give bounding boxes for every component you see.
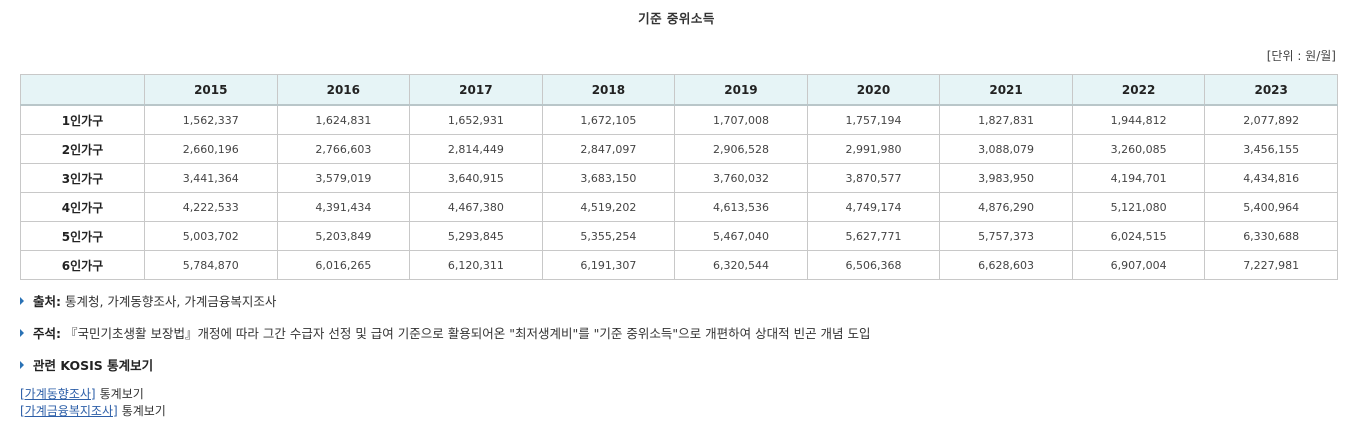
income-value-cell: 5,355,254	[541, 221, 676, 251]
related-stats-heading: 관련 KOSIS 통계보기	[20, 355, 153, 374]
household-size-label: 3인가구	[20, 163, 145, 193]
income-value-cell: 1,562,337	[144, 104, 278, 135]
source-text: 통계청, 가계동향조사, 가계금융복지조사	[61, 294, 277, 309]
related-link-row: [가계동향조사] 통계보기	[20, 385, 166, 402]
income-value-cell: 3,456,155	[1204, 134, 1338, 164]
household-size-label: 5인가구	[20, 221, 145, 251]
finance-welfare-survey-link[interactable]: [가계금융복지조사]	[20, 404, 118, 418]
income-value-cell: 2,814,449	[409, 134, 543, 164]
related-links: [가계동향조사] 통계보기 [가계금융복지조사] 통계보기	[20, 385, 166, 419]
income-value-cell: 5,467,040	[674, 221, 808, 251]
table-row: 1인가구 1,562,337 1,624,831 1,652,931 1,672,105…	[20, 104, 1338, 135]
income-value-cell: 5,293,845	[409, 221, 543, 251]
year-header: 2018	[541, 74, 676, 106]
income-value-cell: 3,870,577	[806, 163, 941, 193]
income-value-cell: 7,227,981	[1204, 250, 1338, 280]
remark-label: 주석:	[33, 326, 61, 341]
income-value-cell: 6,330,688	[1204, 221, 1338, 251]
household-size-label: 1인가구	[20, 104, 145, 135]
year-header: 2016	[276, 74, 411, 106]
income-value-cell: 3,683,150	[541, 163, 676, 193]
income-value-cell: 3,441,364	[144, 163, 278, 193]
bullet-icon	[20, 329, 24, 337]
year-header: 2022	[1071, 74, 1206, 106]
related-link-row: [가계금융복지조사] 통계보기	[20, 402, 166, 419]
income-value-cell: 1,944,812	[1071, 104, 1206, 135]
income-value-cell: 1,757,194	[806, 104, 941, 135]
income-value-cell: 5,203,849	[276, 221, 411, 251]
income-value-cell: 3,640,915	[409, 163, 543, 193]
source-label: 출처:	[33, 294, 61, 309]
income-value-cell: 3,983,950	[939, 163, 1073, 193]
income-value-cell: 5,003,702	[144, 221, 278, 251]
year-header: 2019	[674, 74, 808, 106]
median-income-table: 2015 2016 2017 2018 2019 2020 2021 2022 …	[20, 74, 1338, 280]
household-size-label: 4인가구	[20, 192, 145, 222]
remark-text: 『국민기초생활 보장법』개정에 따라 그간 수급자 선정 및 급여 기준으로 활…	[61, 326, 871, 341]
income-value-cell: 3,088,079	[939, 134, 1073, 164]
income-value-cell: 4,391,434	[276, 192, 411, 222]
income-value-cell: 2,906,528	[674, 134, 808, 164]
income-value-cell: 1,624,831	[276, 104, 411, 135]
income-value-cell: 1,707,008	[674, 104, 808, 135]
year-header: 2020	[806, 74, 941, 106]
income-value-cell: 1,652,931	[409, 104, 543, 135]
income-value-cell: 6,506,368	[806, 250, 941, 280]
income-value-cell: 4,613,536	[674, 192, 808, 222]
income-value-cell: 3,579,019	[276, 163, 411, 193]
income-value-cell: 4,434,816	[1204, 163, 1338, 193]
income-value-cell: 4,749,174	[806, 192, 941, 222]
table-row: 4인가구 4,222,533 4,391,434 4,467,380 4,519,202…	[20, 192, 1338, 222]
income-value-cell: 6,907,004	[1071, 250, 1206, 280]
table-row: 2인가구 2,660,196 2,766,603 2,814,449 2,847,097…	[20, 134, 1338, 164]
table-row: 6인가구 5,784,870 6,016,265 6,120,311 6,191,307…	[20, 250, 1338, 280]
income-value-cell: 3,760,032	[674, 163, 808, 193]
income-value-cell: 4,876,290	[939, 192, 1073, 222]
remark-note: 주석: 『국민기초생활 보장법』개정에 따라 그간 수급자 선정 및 급여 기준…	[20, 323, 871, 342]
income-value-cell: 5,757,373	[939, 221, 1073, 251]
link-suffix: 통계보기	[99, 387, 144, 401]
income-value-cell: 4,222,533	[144, 192, 278, 222]
source-note: 출처: 통계청, 가계동향조사, 가계금융복지조사	[20, 291, 276, 310]
income-value-cell: 1,672,105	[541, 104, 676, 135]
household-size-label: 6인가구	[20, 250, 145, 280]
page-title: 기준 중위소득	[638, 11, 715, 26]
bullet-icon	[20, 361, 24, 369]
year-header: 2021	[939, 74, 1073, 106]
year-header: 2015	[144, 74, 278, 106]
income-value-cell: 2,077,892	[1204, 104, 1338, 135]
header-corner-cell	[20, 74, 145, 106]
household-size-label: 2인가구	[20, 134, 145, 164]
income-value-cell: 5,121,080	[1071, 192, 1206, 222]
income-value-cell: 6,628,603	[939, 250, 1073, 280]
link-suffix: 통계보기	[121, 404, 166, 418]
income-value-cell: 2,660,196	[144, 134, 278, 164]
income-value-cell: 6,120,311	[409, 250, 543, 280]
income-value-cell: 6,191,307	[541, 250, 676, 280]
income-value-cell: 2,991,980	[806, 134, 941, 164]
income-value-cell: 4,194,701	[1071, 163, 1206, 193]
income-value-cell: 3,260,085	[1071, 134, 1206, 164]
table-row: 3인가구 3,441,364 3,579,019 3,640,915 3,683,150…	[20, 163, 1338, 193]
income-value-cell: 2,847,097	[541, 134, 676, 164]
income-value-cell: 5,627,771	[806, 221, 941, 251]
income-value-cell: 4,519,202	[541, 192, 676, 222]
bullet-icon	[20, 297, 24, 305]
income-value-cell: 5,400,964	[1204, 192, 1338, 222]
income-value-cell: 6,024,515	[1071, 221, 1206, 251]
income-value-cell: 2,766,603	[276, 134, 411, 164]
unit-label: [단위 : 원/월]	[1266, 49, 1336, 63]
income-value-cell: 6,016,265	[276, 250, 411, 280]
income-value-cell: 4,467,380	[409, 192, 543, 222]
year-header: 2023	[1204, 74, 1338, 106]
table-header-row: 2015 2016 2017 2018 2019 2020 2021 2022 …	[20, 74, 1338, 106]
related-label: 관련 KOSIS 통계보기	[33, 358, 154, 373]
income-value-cell: 1,827,831	[939, 104, 1073, 135]
year-header: 2017	[409, 74, 543, 106]
household-survey-link[interactable]: [가계동향조사]	[20, 387, 96, 401]
income-value-cell: 6,320,544	[674, 250, 808, 280]
table-row: 5인가구 5,003,702 5,203,849 5,293,845 5,355,254…	[20, 221, 1338, 251]
income-value-cell: 5,784,870	[144, 250, 278, 280]
